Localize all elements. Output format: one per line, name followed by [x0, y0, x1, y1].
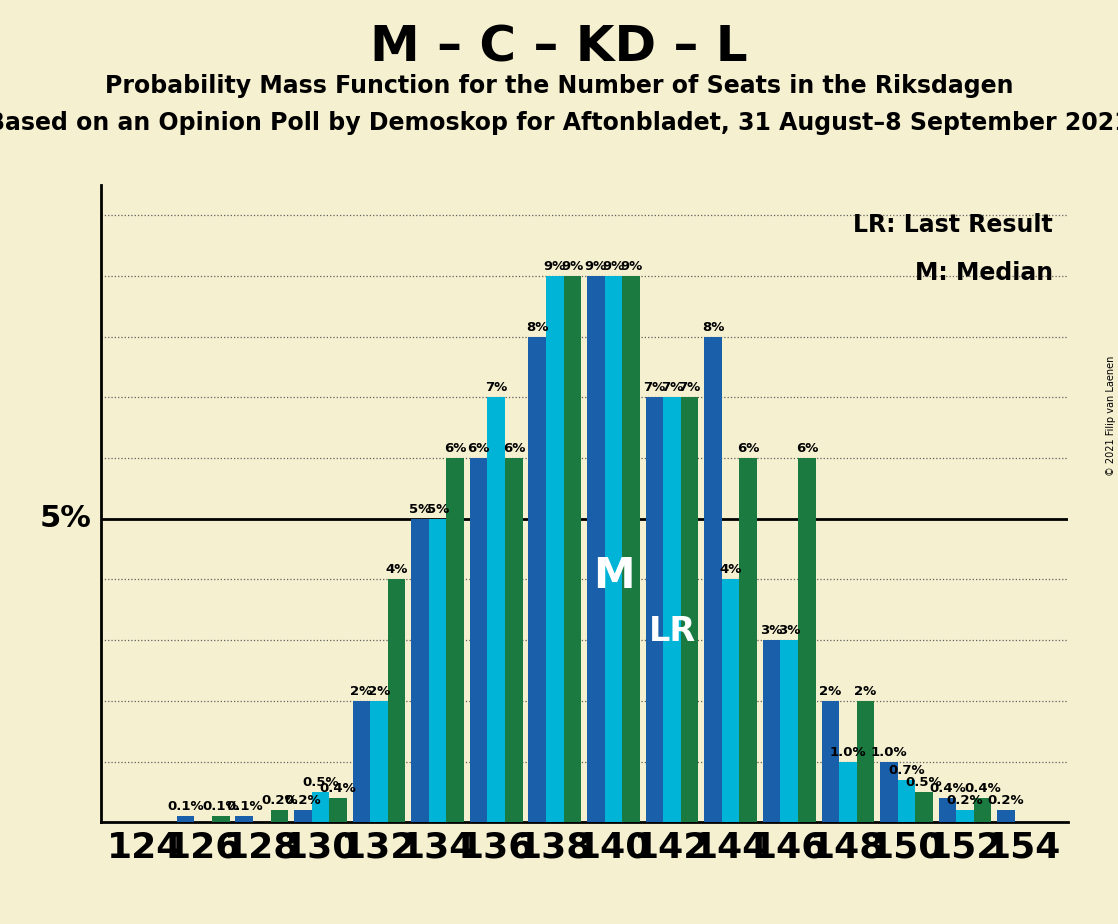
Text: 9%: 9%	[543, 260, 566, 273]
Text: 0.2%: 0.2%	[284, 795, 321, 808]
Bar	[546, 276, 563, 822]
Text: 6%: 6%	[444, 442, 466, 455]
Text: 0.4%: 0.4%	[929, 782, 966, 795]
Bar	[505, 458, 522, 822]
Text: 2%: 2%	[854, 685, 877, 698]
Bar	[916, 792, 932, 822]
Bar	[470, 458, 487, 822]
Bar	[898, 780, 916, 822]
Bar	[856, 701, 874, 822]
Text: 7%: 7%	[661, 382, 683, 395]
Text: 3%: 3%	[778, 625, 800, 638]
Bar	[236, 816, 253, 822]
Bar	[840, 761, 856, 822]
Text: 2%: 2%	[819, 685, 842, 698]
Text: 0.5%: 0.5%	[906, 776, 942, 789]
Text: 0.2%: 0.2%	[947, 795, 984, 808]
Bar	[646, 397, 663, 822]
Bar	[529, 336, 546, 822]
Text: 7%: 7%	[643, 382, 665, 395]
Bar	[429, 518, 446, 822]
Bar	[798, 458, 816, 822]
Bar	[762, 640, 780, 822]
Bar	[271, 810, 288, 822]
Bar	[681, 397, 699, 822]
Text: 8%: 8%	[527, 321, 549, 334]
Bar	[722, 579, 739, 822]
Text: © 2021 Filip van Laenen: © 2021 Filip van Laenen	[1106, 356, 1116, 476]
Text: 5%: 5%	[40, 505, 92, 533]
Bar	[446, 458, 464, 822]
Text: 0.4%: 0.4%	[965, 782, 1001, 795]
Bar	[312, 792, 329, 822]
Text: 0.2%: 0.2%	[988, 795, 1024, 808]
Text: 5%: 5%	[426, 503, 448, 516]
Bar	[388, 579, 406, 822]
Bar	[880, 761, 898, 822]
Bar	[822, 701, 840, 822]
Text: 0.5%: 0.5%	[302, 776, 339, 789]
Text: 9%: 9%	[585, 260, 607, 273]
Text: 9%: 9%	[561, 260, 584, 273]
Text: 6%: 6%	[737, 442, 759, 455]
Text: LR: Last Result: LR: Last Result	[853, 213, 1053, 237]
Bar	[997, 810, 1015, 822]
Bar	[329, 798, 347, 822]
Text: LR: LR	[648, 614, 695, 648]
Text: 4%: 4%	[386, 564, 408, 577]
Text: 7%: 7%	[485, 382, 508, 395]
Text: 9%: 9%	[603, 260, 625, 273]
Bar	[370, 701, 388, 822]
Text: 6%: 6%	[796, 442, 818, 455]
Bar	[177, 816, 195, 822]
Text: 7%: 7%	[679, 382, 701, 395]
Text: M: Median: M: Median	[915, 261, 1053, 286]
Text: 9%: 9%	[619, 260, 642, 273]
Bar	[780, 640, 798, 822]
Text: Based on an Opinion Poll by Demoskop for Aftonbladet, 31 August–8 September 2021: Based on an Opinion Poll by Demoskop for…	[0, 111, 1118, 135]
Bar	[939, 798, 956, 822]
Bar	[956, 810, 974, 822]
Bar	[974, 798, 992, 822]
Bar	[294, 810, 312, 822]
Text: M – C – KD – L: M – C – KD – L	[370, 23, 748, 71]
Text: 2%: 2%	[350, 685, 372, 698]
Text: 1.0%: 1.0%	[871, 746, 907, 759]
Bar	[605, 276, 623, 822]
Text: 3%: 3%	[760, 625, 783, 638]
Bar	[487, 397, 505, 822]
Bar	[411, 518, 429, 822]
Text: 1.0%: 1.0%	[830, 746, 866, 759]
Text: 2%: 2%	[368, 685, 390, 698]
Bar	[704, 336, 722, 822]
Bar	[563, 276, 581, 822]
Bar	[587, 276, 605, 822]
Text: 0.4%: 0.4%	[320, 782, 357, 795]
Bar	[352, 701, 370, 822]
Text: Probability Mass Function for the Number of Seats in the Riksdagen: Probability Mass Function for the Number…	[105, 74, 1013, 98]
Text: 5%: 5%	[409, 503, 432, 516]
Text: 6%: 6%	[467, 442, 490, 455]
Text: M: M	[593, 555, 634, 598]
Text: 0.2%: 0.2%	[262, 795, 297, 808]
Text: 4%: 4%	[720, 564, 742, 577]
Text: 8%: 8%	[702, 321, 724, 334]
Text: 0.1%: 0.1%	[202, 800, 239, 813]
Text: 0.7%: 0.7%	[888, 764, 925, 777]
Text: 6%: 6%	[503, 442, 525, 455]
Bar	[623, 276, 639, 822]
Bar	[663, 397, 681, 822]
Text: 0.1%: 0.1%	[226, 800, 263, 813]
Bar	[212, 816, 229, 822]
Text: 0.1%: 0.1%	[168, 800, 203, 813]
Bar	[739, 458, 757, 822]
